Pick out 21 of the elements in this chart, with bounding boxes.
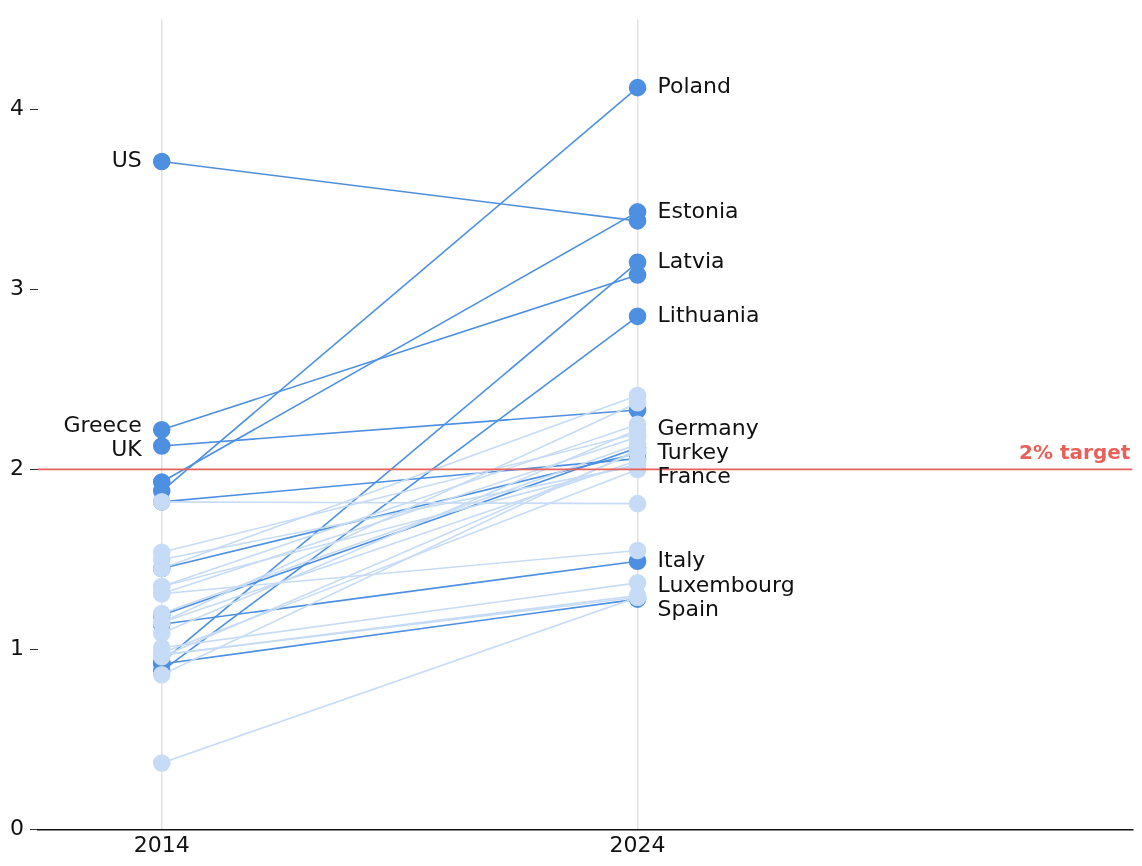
y-tick-label: 3 <box>10 275 24 301</box>
series-label: Latvia <box>657 248 725 274</box>
series-label: Germany <box>657 414 759 440</box>
y-tick-label: 4 <box>10 94 24 120</box>
y-tick-label: 2 <box>10 455 24 481</box>
y-tick-label: 0 <box>10 815 24 841</box>
series-label: Poland <box>657 73 731 99</box>
series-label: Greece <box>63 411 142 437</box>
series-label: Luxembourg <box>657 571 795 597</box>
series-label: Turkey <box>656 438 730 464</box>
series-label: Spain <box>657 595 720 621</box>
series-label: Lithuania <box>657 302 760 328</box>
series-label: Italy <box>657 546 706 572</box>
series-label: UK <box>111 435 143 461</box>
y-tick-label: 1 <box>10 635 24 661</box>
x-tick-label: 2024 <box>609 831 666 857</box>
ref-line-label: 2% target <box>1019 439 1131 464</box>
series-label: Estonia <box>657 197 739 223</box>
series-label: US <box>111 147 142 173</box>
x-tick-label: 2014 <box>133 831 190 857</box>
series-label: France <box>657 462 731 488</box>
